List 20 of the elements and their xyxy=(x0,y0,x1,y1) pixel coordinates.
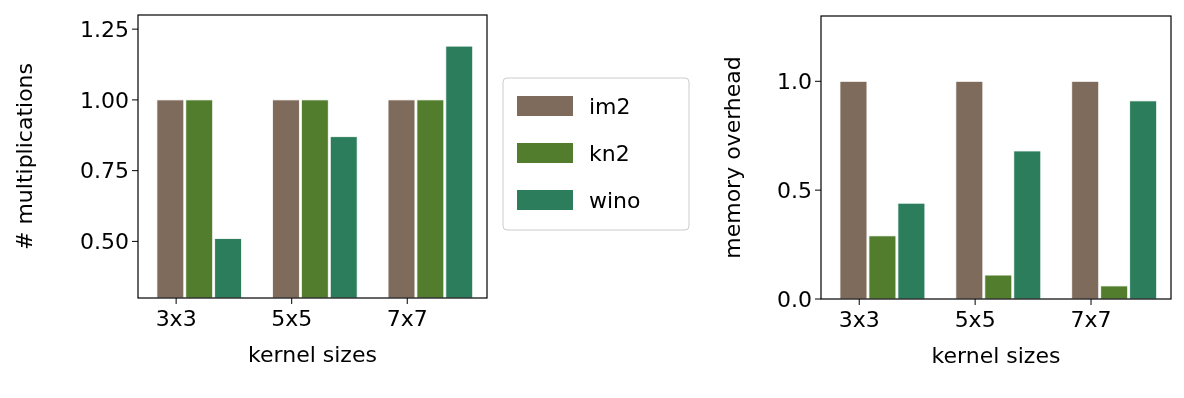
x-tick-label: 5x5 xyxy=(271,306,313,331)
y-tick-label: 0.5 xyxy=(777,177,812,203)
x-tick-label: 5x5 xyxy=(954,307,996,332)
x-axis-title: kernel sizes xyxy=(931,343,1061,368)
y-axis-title: memory overhead xyxy=(720,56,745,259)
legend-label: wino xyxy=(589,187,641,213)
y-tick-label: 1.25 xyxy=(80,16,129,42)
x-tick-label: 7x7 xyxy=(1070,307,1112,332)
y-axis-title: # multiplications xyxy=(12,62,37,251)
y-tick-label: 0.75 xyxy=(80,158,129,184)
y-tick-label: 1.00 xyxy=(80,87,129,113)
legend-label: im2 xyxy=(589,93,631,119)
y-tick-label: 0.50 xyxy=(80,229,129,255)
x-tick-label: 3x3 xyxy=(838,307,880,332)
y-tick-label: 0.0 xyxy=(777,286,812,312)
x-tick-label: 7x7 xyxy=(386,306,428,331)
legend-label: kn2 xyxy=(589,140,630,166)
x-tick-label: 3x3 xyxy=(155,306,197,331)
x-axis-title: kernel sizes xyxy=(248,342,377,367)
y-tick-label: 1.0 xyxy=(777,69,812,95)
